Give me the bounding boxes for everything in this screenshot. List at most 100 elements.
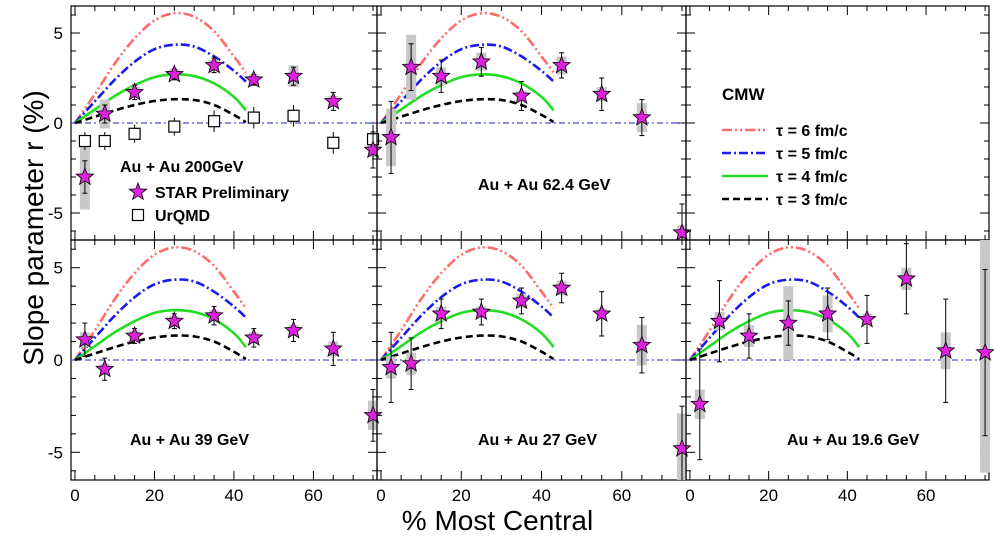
x-tick-label: 60 [304, 486, 323, 505]
model-curve-1 [380, 43, 555, 124]
panel-1: Au + Au 62.4 GeV [376, 5, 692, 242]
x-tick-label: 40 [532, 486, 551, 505]
star-point [124, 82, 145, 101]
star-point [164, 311, 184, 330]
x-tick-label: 20 [145, 486, 164, 505]
star-point [204, 55, 224, 74]
model-curve-2 [380, 73, 555, 125]
panel-label: Au + Au 27 GeV [478, 432, 597, 449]
x-tick-label: 0 [70, 486, 79, 505]
model-curve-1 [688, 278, 861, 361]
panel-label: Au + Au 39 GeV [130, 432, 249, 449]
cmw-legend: CMW τ = 6 fm/c τ = 5 fm/c τ = 4 fm/c τ = 3 f… [722, 85, 848, 209]
model-curve-3 [74, 334, 247, 362]
legend-entry-3: τ = 3 fm/c [776, 192, 848, 209]
panel-label: Au + Au 200GeV [120, 159, 244, 176]
model-curve-1 [74, 278, 247, 361]
y-tick-label: 5 [54, 24, 63, 43]
star-point [778, 312, 798, 332]
star-point [283, 320, 304, 339]
star-point [283, 66, 304, 85]
star-point [592, 84, 612, 103]
model-curve-1 [74, 43, 247, 124]
y-axis-title: Slope parameter r (%) [18, 90, 49, 366]
model-curve-3 [74, 97, 247, 125]
star-point [471, 51, 491, 71]
star-point [401, 353, 421, 372]
model-curve-2 [74, 308, 247, 362]
model-curve-1 [380, 278, 555, 361]
data-legend: STAR Preliminary UrQMD [128, 181, 289, 225]
star-point [818, 303, 838, 323]
urqmd-point [287, 109, 300, 122]
star-point [124, 325, 145, 345]
star-point [857, 309, 877, 328]
legend-entry-2: τ = 4 fm/c [776, 169, 848, 186]
star-point [471, 301, 491, 321]
legend-entry-0: τ = 6 fm/c [776, 123, 848, 140]
star-point [672, 222, 692, 242]
legend-star-marker [128, 181, 148, 201]
y-tick-label: 0 [54, 114, 63, 133]
star-point [323, 338, 343, 358]
x-tick-label: 40 [838, 486, 857, 505]
star-point [381, 127, 401, 146]
star-point [431, 303, 451, 323]
star-point [592, 303, 612, 323]
urqmd-point [98, 134, 111, 148]
star-point [244, 69, 264, 89]
star-point [739, 325, 759, 345]
x-tick-label: 40 [224, 486, 243, 505]
urqmd-point [327, 136, 340, 149]
star-point [896, 268, 916, 288]
x-tick-label: 60 [917, 486, 936, 505]
urqmd-point [207, 115, 221, 128]
star-point [204, 305, 224, 324]
urqmd-point [128, 127, 141, 140]
star-point [95, 103, 115, 123]
legend-entry-1: τ = 5 fm/c [776, 146, 848, 163]
legend-star-label: STAR Preliminary [155, 185, 289, 202]
legend-urqmd-marker [131, 208, 145, 222]
urqmd-point [78, 134, 92, 148]
star-point [401, 57, 421, 76]
star-point [381, 357, 401, 376]
star-point [551, 55, 572, 74]
star-point [75, 329, 95, 348]
legend-urqmd-label: UrQMD [155, 208, 210, 225]
panel-label: Au + Au 62.4 GeV [478, 177, 611, 194]
legend-title: CMW [722, 85, 765, 104]
star-point [709, 311, 730, 330]
star-point [363, 405, 383, 424]
star-point [632, 107, 652, 126]
star-point [632, 335, 652, 354]
y-tick-label: -5 [48, 443, 63, 462]
x-tick-label: 60 [612, 486, 631, 505]
x-tick-label: 0 [376, 486, 385, 505]
star-point [75, 166, 95, 186]
star-point [690, 394, 710, 413]
panels-layer: -5 0 5 Au + Au 200GeV STAR Preliminary UrQMD A… [48, 5, 995, 505]
panel-0: -5 0 5 Au + Au 200GeV STAR Preliminary UrQMD [48, 5, 383, 241]
star-point [431, 66, 451, 85]
star-point [511, 290, 532, 310]
model-curve-3 [689, 334, 860, 362]
star-point [363, 139, 383, 159]
star-point [323, 91, 343, 110]
panel-label: Au + Au 19.6 GeV [787, 432, 920, 449]
star-point [975, 342, 995, 361]
model-curve-0 [379, 245, 555, 361]
star-point [244, 327, 264, 347]
x-tick-label: 20 [452, 486, 471, 505]
star-point [551, 277, 572, 297]
panel-5: 0 20 40 60 Au + Au 19.6 GeV [685, 239, 995, 505]
x-tick-label: 20 [759, 486, 778, 505]
x-axis-title: % Most Central [401, 505, 594, 536]
urqmd-point [247, 111, 260, 124]
panel-2: CMW τ = 6 fm/c τ = 5 fm/c τ = 4 fm/c τ = 3 f… [685, 5, 990, 241]
urqmd-point [168, 120, 181, 133]
star-point [164, 64, 184, 83]
model-curve-0 [73, 245, 247, 361]
star-point [936, 340, 956, 360]
star-point [95, 359, 115, 378]
